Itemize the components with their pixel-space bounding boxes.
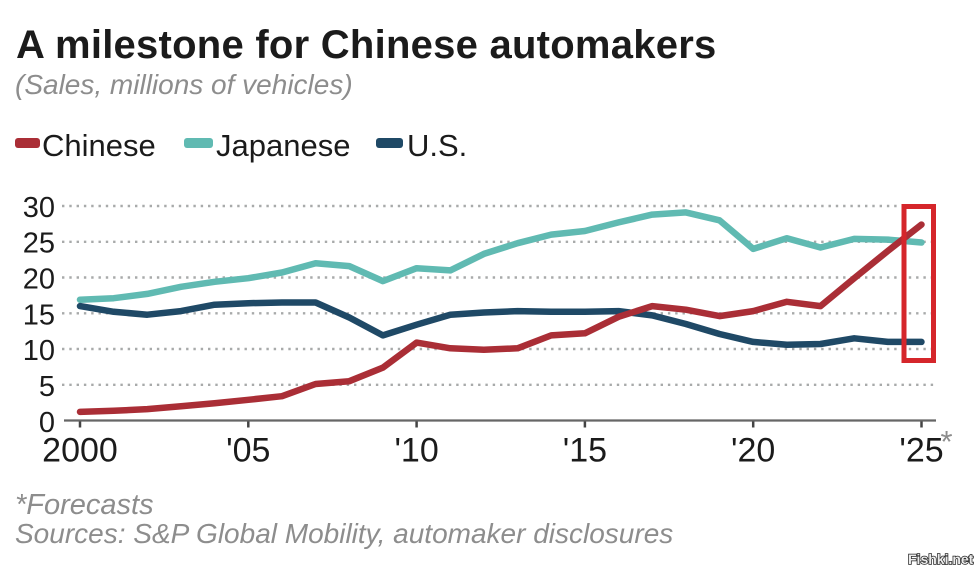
svg-text:'15: '15 [563,432,607,470]
svg-text:20: 20 [23,264,55,296]
svg-text:'20: '20 [731,432,775,470]
svg-text:2000: 2000 [42,432,118,470]
svg-text:'10: '10 [394,432,438,470]
svg-text:10: 10 [23,335,55,367]
svg-text:'25: '25 [899,432,943,470]
svg-text:25: 25 [23,228,55,260]
svg-text:0: 0 [39,407,55,439]
svg-text:5: 5 [39,371,55,403]
svg-text:*: * [940,424,952,459]
svg-text:30: 30 [23,192,55,224]
svg-text:15: 15 [23,299,55,331]
svg-text:'05: '05 [226,432,270,470]
svg-text:Fishki.net: Fishki.net [908,551,974,567]
